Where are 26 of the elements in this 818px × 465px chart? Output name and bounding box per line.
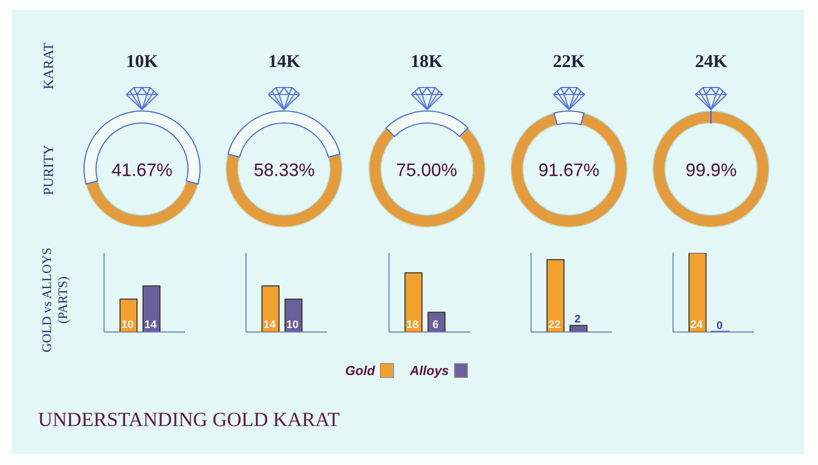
data-label: 24	[690, 319, 704, 331]
chart-title: 14K	[267, 50, 302, 73]
data-label: 22	[548, 319, 561, 331]
data-label: 18	[406, 319, 418, 331]
data-label: 91.67%	[537, 159, 600, 182]
y-axis-title: GOLD vs ALLOYS (PARTS)	[39, 246, 71, 354]
chart-title: 10K	[124, 50, 159, 73]
data-label: 41.67%	[110, 159, 174, 182]
data-label: 6	[432, 319, 438, 331]
data-label: 0	[716, 320, 723, 332]
legend-label: Gold	[345, 363, 375, 378]
legend-label: Alloys	[410, 363, 449, 378]
data-label: 10	[286, 319, 299, 331]
chart-title: 24K	[694, 50, 728, 73]
data-label: 10	[121, 319, 134, 331]
data-label: 2	[574, 313, 580, 326]
chart-title: 22K	[552, 50, 586, 73]
data-label: 58.33%	[252, 159, 316, 182]
data-label: 14	[264, 319, 277, 331]
data-label: 75.00%	[395, 159, 458, 182]
data-label: 99.9%	[684, 159, 738, 182]
text: PURITY	[42, 144, 58, 196]
text: UNDERSTANDING GOLD KARAT	[38, 408, 341, 433]
chart-title: 18K	[410, 50, 444, 73]
data-label: 14	[144, 319, 158, 331]
text: KARAT	[42, 42, 58, 90]
